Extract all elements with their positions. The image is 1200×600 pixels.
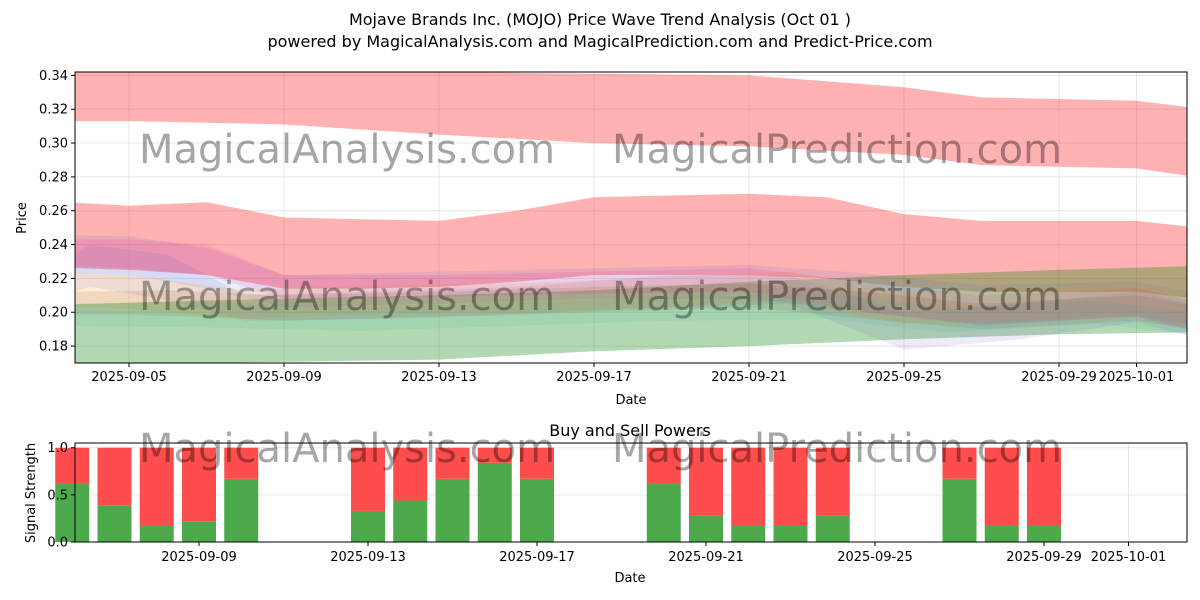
signal-y-tick-label: 1.0 (47, 441, 68, 456)
price-grid (75, 72, 1187, 363)
buy-bar (815, 515, 850, 542)
sell-bar (942, 447, 977, 479)
buy-sell-title: Buy and Sell Powers (549, 421, 711, 440)
sell-bar (646, 447, 681, 484)
sell-bar (477, 447, 512, 463)
sell-bar (182, 447, 216, 522)
price-y-tick-label: 0.22 (39, 272, 68, 287)
signal-x-tick-label: 2025-10-01 (1091, 550, 1167, 565)
signal-y-tick-label: 0.5 (47, 488, 68, 503)
price-x-tick-label: 2025-09-13 (401, 370, 477, 385)
signal-bars (55, 447, 1061, 542)
watermark-bottom-right: MagicalPrediction.com (612, 426, 1062, 472)
buy-bar (646, 483, 681, 542)
buy-bar (55, 483, 90, 542)
buy-bar (942, 478, 977, 542)
signal-y-tick-label: 0.0 (47, 536, 68, 551)
pink-band (75, 239, 1187, 330)
signal-x-tick-label: 2025-09-25 (837, 550, 913, 565)
watermark-left-mid: MagicalAnalysis.com (139, 274, 555, 320)
buy-bar (477, 462, 512, 542)
blue-band-2 (75, 244, 1187, 350)
price-x-tick-label: 2025-09-29 (1021, 370, 1097, 385)
price-y-tick-label: 0.18 (39, 340, 68, 355)
signal-x-tick-label: 2025-09-17 (499, 550, 575, 565)
buy-bar (351, 510, 385, 542)
buy-bar (182, 521, 216, 542)
signal-plot-frame (74, 442, 1188, 543)
sell-bar (351, 447, 385, 511)
sell-bar (435, 447, 470, 479)
buy-bar (731, 525, 766, 542)
price-y-label: Price (15, 202, 30, 234)
middle-red-band (75, 193, 1187, 298)
signal-x-tick-label: 2025-09-29 (1006, 550, 1082, 565)
signal-x-label: Date (614, 571, 645, 586)
sell-bar (520, 447, 554, 479)
sell-bar (731, 447, 766, 526)
sell-bar (1027, 447, 1061, 526)
price-y-tick-label: 0.32 (39, 103, 68, 118)
blue-band-1 (75, 235, 1187, 328)
price-bands (75, 72, 1187, 363)
sell-bar (773, 447, 808, 526)
price-x-tick-label: 2025-09-17 (556, 370, 632, 385)
signal-x-tick-label: 2025-09-13 (330, 550, 406, 565)
teal-band (75, 293, 1187, 334)
signal-x-tick-label: 2025-09-21 (668, 550, 744, 565)
signal-y-label: Signal Strength (24, 443, 39, 543)
upper-red-band (75, 72, 1187, 176)
price-x-tick-label: 2025-09-21 (711, 370, 787, 385)
price-plot-frame (74, 71, 1188, 364)
watermark-right-mid: MagicalPrediction.com (612, 274, 1062, 320)
sell-bar (97, 447, 132, 506)
price-y-tick-label: 0.34 (39, 69, 68, 84)
sell-bar (984, 447, 1019, 526)
signal-x-tick-label: 2025-09-09 (161, 550, 237, 565)
price-y-tick-label: 0.30 (39, 137, 68, 152)
price-y-tick-label: 0.26 (39, 204, 68, 219)
buy-bar (139, 525, 174, 542)
watermark-bottom-left: MagicalAnalysis.com (139, 426, 555, 472)
watermark-right: MagicalPrediction.com (612, 127, 1062, 173)
chart-title: Mojave Brands Inc. (MOJO) Price Wave Tre… (349, 10, 851, 29)
price-y-tick-label: 0.24 (39, 238, 68, 253)
sell-bar (393, 447, 428, 501)
sell-bar (224, 447, 259, 479)
buy-bar (224, 478, 259, 542)
buy-bar (689, 515, 723, 542)
buy-bar (984, 525, 1019, 542)
brown-band (75, 283, 1187, 330)
sell-bar (815, 447, 850, 516)
sell-bar (55, 447, 90, 484)
buy-bar (393, 500, 428, 542)
price-x-tick-label: 2025-09-25 (866, 370, 942, 385)
sell-bar (139, 447, 174, 526)
chart-subtitle: powered by MagicalAnalysis.com and Magic… (267, 32, 932, 51)
price-y-tick-label: 0.28 (39, 170, 68, 185)
buy-sell-chart: Buy and Sell Powers MagicalAnalysis.com … (24, 421, 1188, 586)
orange-band (75, 271, 1187, 325)
price-axes: 2025-09-05 2025-09-09 2025-09-13 2025-09-17… (39, 69, 1174, 385)
price-x-tick-label: 2025-09-05 (91, 370, 167, 385)
price-x-label: Date (615, 393, 646, 408)
buy-bar (1027, 525, 1061, 542)
signal-axes: 2025-09-09 2025-09-13 2025-09-17 2025-09-21… (47, 441, 1166, 565)
price-x-tick-label: 2025-10-01 (1099, 370, 1175, 385)
buy-bar (435, 478, 470, 542)
green-band (75, 266, 1187, 363)
buy-bar (97, 505, 132, 542)
buy-bar (773, 525, 808, 542)
buy-bar (520, 478, 554, 542)
sell-bar (689, 447, 723, 516)
price-y-tick-label: 0.20 (39, 306, 68, 321)
price-wave-chart: MagicalAnalysis.com MagicalPrediction.co… (15, 69, 1188, 408)
price-x-tick-label: 2025-09-09 (246, 370, 322, 385)
watermark-left: MagicalAnalysis.com (139, 127, 555, 173)
